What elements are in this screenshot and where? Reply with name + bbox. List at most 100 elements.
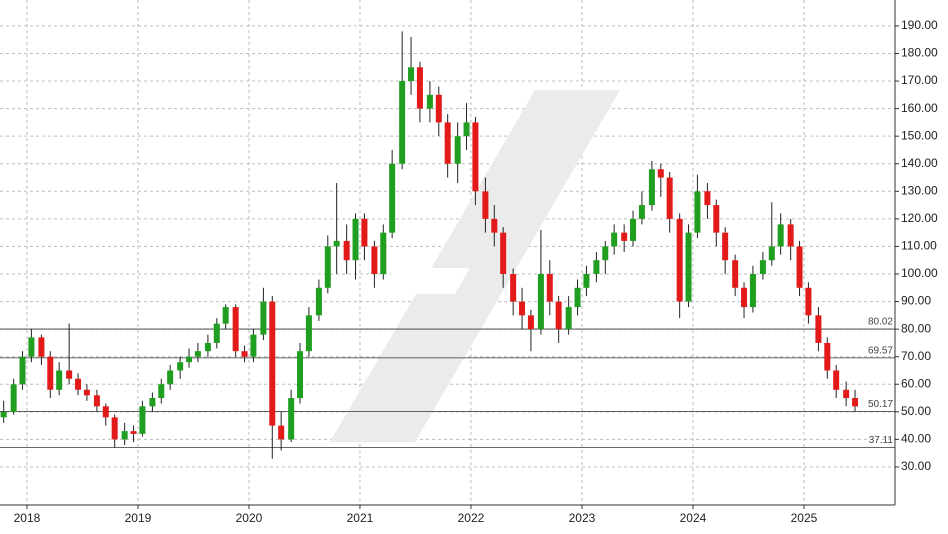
candle-body (574, 287, 581, 308)
candle-body (463, 122, 470, 137)
y-tick-label: 80.00 (901, 321, 931, 335)
levels: 80.02 69.57 50.17 37.11 (0, 317, 895, 448)
candle-body (732, 260, 739, 288)
candle-body (546, 274, 553, 302)
y-tick-label: 150.00 (901, 128, 938, 142)
candle-body (361, 218, 368, 247)
x-tick-label: 2020 (236, 511, 263, 525)
candle-body (666, 177, 673, 219)
candle-body (648, 169, 655, 206)
candle-body (833, 370, 840, 390)
candle-body (380, 232, 387, 275)
candle-body (232, 307, 239, 352)
level-label: 50.17 (868, 399, 893, 410)
candle-body (352, 218, 359, 261)
candle-body (444, 122, 451, 164)
candle-body (704, 191, 711, 206)
candle-body (399, 81, 406, 164)
candle-body (333, 240, 340, 247)
candle-body (519, 301, 526, 316)
candle-body (167, 370, 174, 385)
candle-body (241, 351, 248, 357)
level-label: 37.11 (869, 435, 894, 446)
candle-body (602, 246, 609, 261)
y-tick-label: 190.00 (901, 18, 938, 32)
candle-body (749, 274, 756, 308)
candle-body (435, 94, 442, 123)
y-tick-label: 40.00 (901, 432, 931, 446)
level-label: 80.02 (868, 317, 893, 328)
candle-body (204, 342, 211, 352)
candle-body (408, 67, 415, 82)
candle-body (777, 224, 784, 247)
candle-body (186, 356, 193, 363)
watermark-logo (330, 90, 620, 442)
candle-body (102, 406, 109, 418)
candle-body (824, 342, 831, 371)
candle-body (510, 274, 517, 302)
candle-body (130, 431, 137, 434)
candle-body (611, 232, 618, 247)
candle-body (66, 370, 73, 379)
candle-body (315, 287, 322, 316)
candle-body (250, 334, 257, 357)
candle-body (741, 287, 748, 308)
candle-body (278, 425, 285, 440)
candle-body (324, 246, 331, 288)
watermark-notch (380, 268, 470, 294)
candle-body (269, 301, 276, 426)
y-tick-label: 120.00 (901, 211, 938, 225)
candle-body (583, 274, 590, 288)
candle-body (630, 218, 637, 241)
candle-body (343, 240, 350, 261)
x-tick-label: 2025 (791, 511, 818, 525)
candle-body (657, 169, 664, 178)
candle-body (482, 191, 489, 219)
candle-body (565, 307, 572, 330)
candle-body (19, 356, 26, 385)
candle-body (75, 378, 82, 390)
candle-body (713, 205, 720, 233)
candle-body (222, 307, 229, 324)
candle-body (121, 431, 128, 440)
x-tick-label: 2021 (347, 511, 374, 525)
candle-body (796, 246, 803, 288)
candle-body (213, 323, 220, 343)
candle-body (694, 191, 701, 233)
y-tick-label: 170.00 (901, 73, 938, 87)
candle-body (416, 67, 423, 109)
y-tick-label: 90.00 (901, 294, 931, 308)
y-tick-label: 110.00 (901, 239, 937, 253)
candle-body (815, 315, 822, 343)
candle-body (759, 260, 766, 275)
candle-body (56, 370, 63, 390)
candle-body (139, 406, 146, 434)
candle-body (426, 94, 433, 109)
y-tick-label: 130.00 (901, 183, 938, 197)
x-tick-label: 2022 (458, 511, 485, 525)
candle-body (537, 274, 544, 330)
candle-body (852, 398, 859, 407)
candle-body (722, 232, 729, 261)
x-tick-label: 2019 (125, 511, 152, 525)
candle-body (685, 232, 692, 302)
candle-body (676, 218, 683, 302)
candle-body (177, 362, 184, 371)
y-tick-label: 60.00 (901, 376, 931, 390)
candle-body (527, 315, 534, 330)
y-tick-label: 100.00 (901, 266, 938, 280)
candle-body (305, 315, 312, 352)
candle-body (10, 384, 17, 412)
axes: 30.00 40.00 50.00 60.00 70.00 80.00 90.00 100.0… (0, 0, 938, 525)
candle-body (93, 395, 100, 407)
candle-body (389, 163, 396, 233)
candle-body (47, 356, 54, 390)
candle-body (38, 337, 45, 357)
candle-body (260, 301, 267, 335)
candle-body (491, 218, 498, 233)
x-tick-label: 2023 (569, 511, 596, 525)
candle-body (593, 260, 600, 275)
candle-body (194, 351, 201, 357)
y-tick-label: 160.00 (901, 101, 938, 115)
candle-body (371, 246, 378, 275)
